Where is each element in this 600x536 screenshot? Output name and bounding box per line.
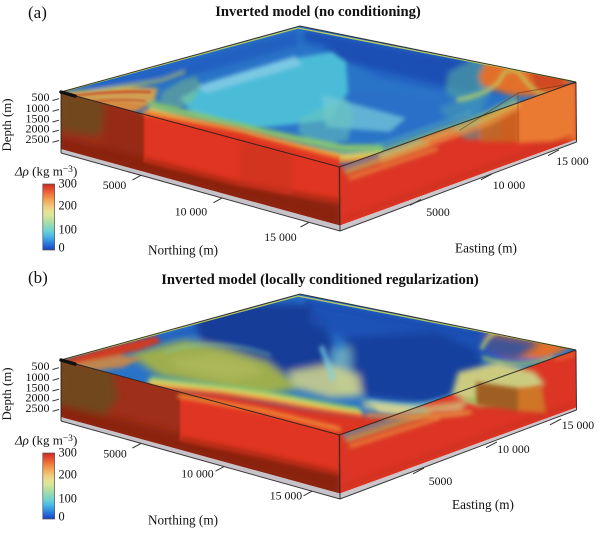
svg-text:0: 0 — [59, 510, 65, 524]
svg-text:0: 0 — [59, 241, 65, 255]
svg-text:15 000: 15 000 — [264, 230, 297, 244]
svg-text:Δρ (kg m−3): Δρ (kg m−3) — [14, 164, 77, 179]
svg-text:15 000: 15 000 — [562, 418, 595, 432]
svg-text:Northing (m): Northing (m) — [148, 513, 218, 528]
svg-text:Inverted model (locally condit: Inverted model (locally conditioned regu… — [161, 272, 479, 288]
svg-text:5000: 5000 — [429, 474, 453, 488]
svg-text:1000: 1000 — [26, 370, 50, 384]
svg-text:Depth (m): Depth (m) — [0, 99, 14, 152]
svg-text:Inverted model (no conditionin: Inverted model (no conditioning) — [215, 4, 421, 20]
svg-text:Easting (m): Easting (m) — [452, 497, 514, 512]
svg-text:10 000: 10 000 — [175, 205, 208, 219]
svg-text:10 000: 10 000 — [497, 442, 530, 456]
svg-text:300: 300 — [59, 177, 77, 191]
svg-text:Easting (m): Easting (m) — [455, 241, 517, 256]
svg-text:5000: 5000 — [426, 205, 450, 219]
svg-text:Depth (m): Depth (m) — [0, 368, 14, 421]
svg-text:15 000: 15 000 — [270, 488, 303, 502]
svg-text:500: 500 — [32, 90, 50, 104]
svg-text:1000: 1000 — [26, 101, 50, 115]
svg-text:5000: 5000 — [103, 447, 127, 461]
svg-text:5000: 5000 — [103, 178, 127, 192]
svg-text:1500: 1500 — [26, 112, 50, 126]
svg-text:300: 300 — [59, 446, 77, 460]
svg-text:10 000: 10 000 — [493, 178, 526, 192]
svg-text:15 000: 15 000 — [556, 154, 589, 168]
svg-text:2500: 2500 — [26, 401, 50, 415]
svg-text:200: 200 — [59, 468, 77, 482]
svg-text:10 000: 10 000 — [181, 467, 214, 481]
svg-text:(a): (a) — [28, 3, 47, 22]
svg-text:500: 500 — [32, 359, 50, 373]
svg-text:2500: 2500 — [26, 132, 50, 146]
svg-text:2000: 2000 — [26, 391, 50, 405]
svg-text:(b): (b) — [28, 268, 48, 287]
svg-text:Northing (m): Northing (m) — [148, 243, 218, 258]
svg-text:100: 100 — [59, 492, 77, 506]
svg-text:1500: 1500 — [26, 381, 50, 395]
svg-text:Δρ (kg m−3): Δρ (kg m−3) — [14, 433, 77, 448]
svg-text:2000: 2000 — [26, 122, 50, 136]
svg-text:200: 200 — [59, 199, 77, 213]
svg-text:100: 100 — [59, 223, 77, 237]
